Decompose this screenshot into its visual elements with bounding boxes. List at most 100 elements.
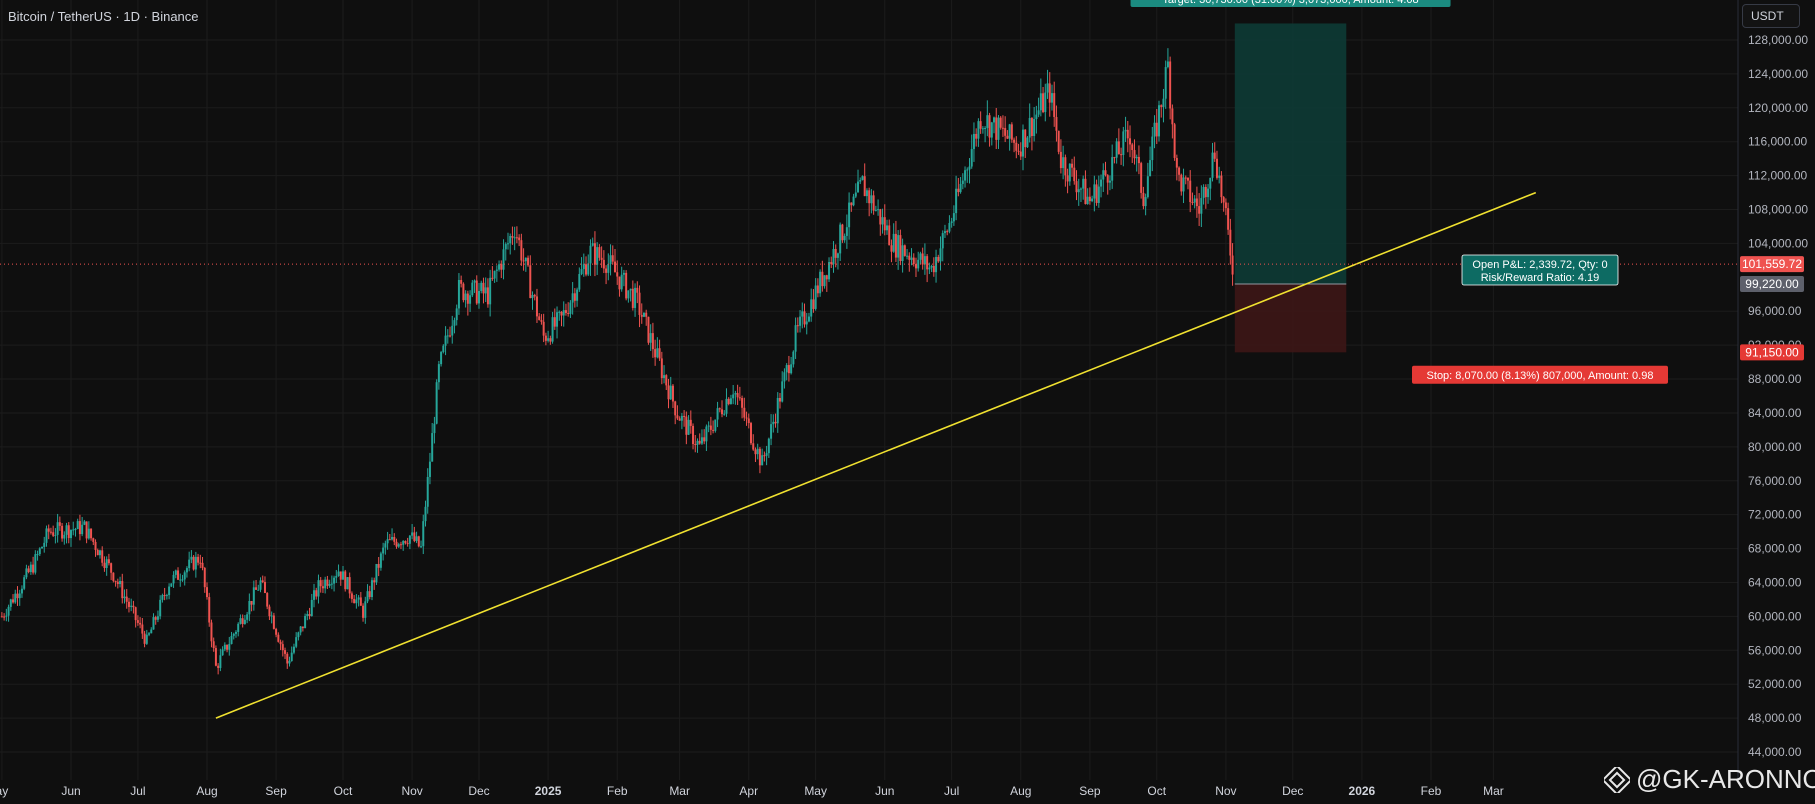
candle-body xyxy=(313,590,316,600)
candle xyxy=(785,363,788,381)
candle xyxy=(1117,128,1120,155)
candle-body xyxy=(72,529,75,531)
candle xyxy=(382,542,385,561)
candle xyxy=(1039,78,1042,117)
candle-body xyxy=(1218,175,1221,178)
candle xyxy=(451,315,454,344)
candle xyxy=(1131,142,1134,164)
candle xyxy=(937,254,940,263)
candle-body xyxy=(353,598,356,604)
candle-body xyxy=(857,181,860,193)
currency-button[interactable]: USDT xyxy=(1742,4,1800,28)
candle-body xyxy=(801,311,804,317)
y-tick-label: 112,000.00 xyxy=(1748,169,1807,183)
stop-zone[interactable] xyxy=(1234,283,1347,353)
candle-body xyxy=(54,534,57,536)
candle xyxy=(34,550,37,575)
candle-body xyxy=(451,325,454,336)
candle-body xyxy=(1006,135,1009,139)
y-tick-label: 56,000.00 xyxy=(1748,643,1802,657)
trendline[interactable] xyxy=(215,191,1537,719)
candle xyxy=(1024,129,1027,158)
candle xyxy=(288,656,291,667)
candle-body xyxy=(65,525,68,535)
candle xyxy=(460,275,463,288)
time-axis[interactable]: ay Jun Jul Aug Sep Oct Nov Dec 2025 Feb Mar Apr May J… xyxy=(0,784,1504,798)
candle-body xyxy=(816,285,819,294)
candle xyxy=(598,244,601,261)
candle xyxy=(223,642,226,652)
candle xyxy=(462,282,465,303)
x-tick-label: Jul xyxy=(944,784,959,798)
candle-body xyxy=(1142,192,1145,207)
candle-body xyxy=(395,541,398,547)
candle xyxy=(355,594,358,609)
candle-body xyxy=(602,259,605,269)
candle-body xyxy=(181,579,184,581)
candle-body xyxy=(317,580,320,597)
candle-body xyxy=(112,572,115,581)
candle-body xyxy=(466,293,469,304)
candle xyxy=(645,309,648,326)
candle xyxy=(237,622,240,637)
position-zones[interactable] xyxy=(1234,23,1347,353)
candle xyxy=(600,246,603,268)
price-axis[interactable]: 44,000.00 48,000.00 52,000.00 56,000.00 60,0… xyxy=(1740,33,1808,759)
candle xyxy=(239,614,242,625)
candle-body xyxy=(964,170,967,181)
candle xyxy=(1028,103,1031,143)
candle xyxy=(163,587,166,601)
candle-body xyxy=(970,149,973,167)
symbol-title[interactable]: Bitcoin / TetherUS · 1D · Binance xyxy=(8,9,199,24)
candle xyxy=(362,603,365,622)
candle xyxy=(747,413,750,429)
candle-body xyxy=(1075,181,1078,193)
candle xyxy=(72,521,75,536)
candle-body xyxy=(890,245,893,252)
candle-body xyxy=(18,593,21,599)
candle-body xyxy=(426,476,429,507)
trendline-line[interactable] xyxy=(215,191,1537,719)
candle xyxy=(257,584,260,591)
candle xyxy=(680,413,683,430)
candle-body xyxy=(404,540,407,544)
candle xyxy=(1137,145,1140,175)
candle-body xyxy=(1140,163,1143,193)
candle-body xyxy=(74,528,77,530)
candle-body xyxy=(359,597,362,606)
candle xyxy=(453,317,456,334)
candle-body xyxy=(123,596,126,599)
candle-body xyxy=(685,416,688,435)
candle-body xyxy=(375,563,378,583)
candle xyxy=(863,163,866,197)
candle-body xyxy=(471,282,474,296)
candle-body xyxy=(778,398,781,402)
candle xyxy=(263,576,266,594)
candle-body xyxy=(498,264,501,270)
candle xyxy=(1019,142,1022,160)
candle xyxy=(152,613,155,630)
candle xyxy=(1160,104,1163,118)
candle-body xyxy=(776,398,779,424)
candle xyxy=(219,648,222,672)
candle xyxy=(199,554,202,569)
candle xyxy=(848,192,851,240)
candle xyxy=(1182,168,1185,204)
candle-body xyxy=(877,209,880,211)
candle xyxy=(1075,170,1078,201)
candle-body xyxy=(379,553,382,568)
candle xyxy=(366,584,369,604)
candle xyxy=(1015,136,1018,159)
candle xyxy=(484,277,487,303)
candle-body xyxy=(1124,129,1127,132)
candle-body xyxy=(1026,137,1029,148)
candle-body xyxy=(333,577,336,584)
target-zone[interactable] xyxy=(1234,23,1347,284)
candle xyxy=(647,316,650,345)
candle xyxy=(116,578,119,589)
candle-body xyxy=(1209,177,1212,189)
x-tick-label: Nov xyxy=(1215,784,1236,798)
candle xyxy=(825,274,828,292)
candle-body xyxy=(861,176,864,181)
